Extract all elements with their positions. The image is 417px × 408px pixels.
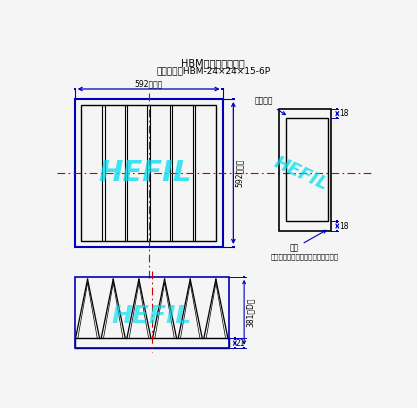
Bar (234, 337, 236, 339)
Bar (75, 339, 229, 348)
Text: 过滤布袋: 过滤布袋 (254, 96, 285, 115)
Bar (286, 118, 328, 222)
Bar (243, 276, 245, 278)
Text: 型号例图：HBM-24×24×15-6P: 型号例图：HBM-24×24×15-6P (156, 66, 270, 75)
Text: 381（D）: 381（D） (246, 297, 255, 327)
Bar (336, 117, 339, 120)
Bar (336, 108, 339, 110)
Bar (221, 88, 224, 90)
Text: （有铝合金、镀锌钢板、不锈钢板）: （有铝合金、镀锌钢板、不锈钢板） (271, 254, 339, 260)
Text: 21: 21 (236, 339, 245, 348)
Text: 18: 18 (339, 222, 348, 231)
Text: 592（高）: 592（高） (235, 159, 244, 187)
Bar (75, 99, 223, 247)
Bar (73, 88, 76, 90)
Bar (75, 277, 229, 348)
Bar (336, 220, 339, 223)
Text: HEFIL: HEFIL (271, 153, 331, 194)
Text: HBM化纤袋式过滤网: HBM化纤袋式过滤网 (181, 58, 245, 68)
Bar (81, 105, 216, 241)
Bar (243, 346, 245, 349)
Text: 框架: 框架 (289, 231, 326, 253)
Bar (232, 246, 234, 248)
Text: 592（宽）: 592（宽） (134, 79, 163, 88)
Bar (232, 98, 234, 100)
Bar (336, 230, 339, 232)
Bar (279, 109, 331, 231)
Text: 18: 18 (339, 109, 348, 118)
Bar (234, 346, 236, 349)
Text: HEFIL: HEFIL (112, 304, 192, 328)
Text: HEFIL: HEFIL (98, 159, 191, 187)
